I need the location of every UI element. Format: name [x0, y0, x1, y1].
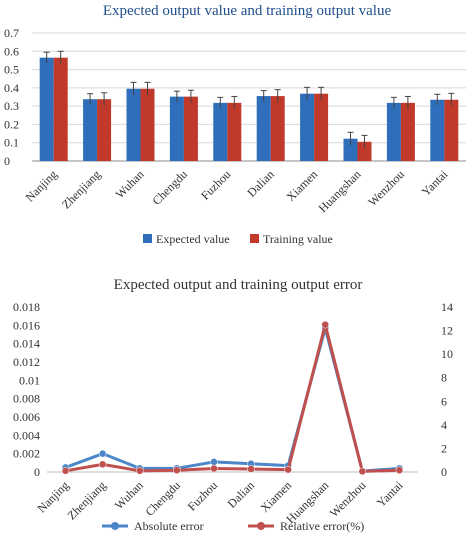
legend-label: Absolute error [134, 519, 204, 533]
line-y-tick-label: 0.018 [13, 300, 40, 314]
bar-chart: Expected output value and training outpu… [4, 3, 466, 246]
bar-expected [430, 99, 445, 161]
bar-training [97, 99, 112, 161]
bar-expected [256, 96, 271, 161]
relative-error-point [210, 464, 218, 473]
bar-training [270, 96, 285, 161]
relative-error-line [65, 323, 400, 473]
bar-expected [386, 102, 401, 161]
line-x-tick-label: Fuzhou [185, 478, 220, 513]
bar-expected [343, 138, 358, 161]
bar-x-tick-label: Yantai [419, 167, 451, 199]
line-y-tick-label: 0.01 [19, 373, 40, 387]
bar-expected [300, 93, 315, 161]
relative-error-point [173, 466, 181, 474]
bar-training [400, 102, 415, 161]
line-y2-tick-label: 0 [441, 465, 447, 479]
line-x-tick-label: Yantai [374, 478, 406, 510]
absolute-error-point [210, 458, 218, 466]
bar-y-tick-label: 0 [4, 154, 10, 168]
bar-y-tick-label: 0.5 [4, 63, 19, 77]
line-y2-tick-label: 14 [441, 300, 453, 314]
relative-error-point [284, 465, 292, 474]
line-y2-tick-label: 4 [441, 418, 447, 432]
relative-error-point [358, 467, 367, 476]
relative-error-point [247, 465, 255, 473]
bar-x-tick-label: Nanjing [23, 167, 60, 204]
bar-x-tick-label: Wuhan [113, 167, 147, 201]
bar-y-tick-label: 0.4 [4, 81, 19, 95]
line-x-tick-label: Zhenjiang [64, 478, 108, 522]
relative-error-point [61, 467, 70, 475]
line-y2-tick-label: 6 [441, 394, 447, 408]
legend-label: Relative error(%) [280, 519, 364, 533]
bar-chart-title: Expected output value and training outpu… [103, 3, 392, 19]
line-y-tick-label: 0 [34, 465, 40, 479]
absolute-error-line [65, 326, 400, 473]
bar-training [314, 93, 329, 161]
bar-training [140, 88, 155, 161]
legend-label: Expected value [156, 232, 230, 246]
bar-x-tick-label: Chengdu [149, 167, 190, 208]
bar-training [357, 141, 372, 161]
line-chart-title: Expected output and training output erro… [114, 277, 363, 293]
bar-expected [169, 96, 184, 161]
relative-error-point [136, 467, 144, 475]
legend-swatch [143, 234, 152, 243]
line-x-tick-label: Wuhan [112, 478, 146, 512]
bar-x-tick-label: Wenzhou [365, 167, 407, 209]
line-y-tick-label: 0.008 [13, 392, 40, 406]
legend-marker [111, 522, 119, 530]
relative-error-point [98, 460, 107, 469]
bar-training [183, 96, 198, 161]
line-x-tick-label: Dalian [225, 478, 258, 511]
line-chart: Expected output and training output erro… [13, 277, 453, 533]
relative-error-point [321, 320, 329, 329]
bar-y-tick-label: 0.1 [4, 136, 19, 150]
bar-training [53, 57, 68, 161]
absolute-error-point [98, 449, 107, 458]
bar-expected [213, 102, 228, 161]
bar-x-tick-label: Zhenjiang [59, 167, 103, 211]
line-y-tick-label: 0.006 [13, 410, 40, 424]
legend-label: Training value [263, 232, 333, 246]
line-x-tick-label: Wenzhou [327, 478, 369, 520]
legend-swatch [250, 234, 259, 243]
line-y2-tick-label: 10 [441, 347, 453, 361]
bar-y-tick-label: 0.3 [4, 99, 19, 113]
bar-x-tick-label: Xiamen [283, 167, 320, 204]
line-x-tick-label: Xiamen [258, 478, 295, 515]
line-y-tick-label: 0.002 [13, 447, 40, 461]
bar-x-tick-label: Dalian [244, 167, 277, 200]
bar-expected [126, 88, 141, 161]
bar-training [444, 99, 459, 161]
line-y-tick-label: 0.014 [13, 337, 40, 351]
bar-y-tick-label: 0.7 [4, 26, 19, 40]
line-y-tick-label: 0.012 [13, 355, 40, 369]
relative-error-point [395, 466, 404, 474]
line-y-tick-label: 0.016 [13, 318, 40, 332]
line-y2-tick-label: 8 [441, 371, 447, 385]
line-y2-tick-label: 12 [441, 324, 453, 338]
bar-expected [83, 99, 98, 161]
bar-y-tick-label: 0.6 [4, 44, 19, 58]
legend-marker [257, 522, 265, 530]
bar-y-tick-label: 0.2 [4, 117, 19, 131]
bar-expected [39, 57, 54, 161]
bar-training [227, 102, 242, 161]
bar-x-tick-label: Huangshan [316, 167, 364, 215]
line-y2-tick-label: 2 [441, 441, 447, 455]
bar-x-tick-label: Fuzhou [198, 167, 233, 202]
line-y-tick-label: 0.004 [13, 428, 40, 442]
line-x-tick-label: Chengdu [142, 478, 183, 519]
